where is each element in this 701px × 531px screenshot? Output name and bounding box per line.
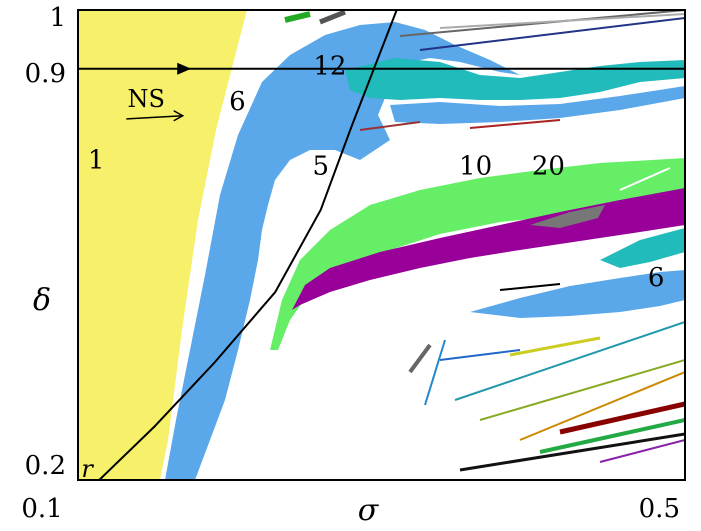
region-teal-wedge	[600, 228, 685, 268]
region-period-20	[530, 205, 605, 228]
region-labels: 1 6 12 5 10 20 6 NS r	[81, 52, 664, 483]
y-axis-label: δ	[33, 283, 51, 318]
ns-arrowhead	[173, 110, 185, 122]
region-label-6: 6	[648, 263, 665, 293]
x-axis-label: σ	[358, 493, 380, 528]
region-period-6-band	[390, 86, 685, 124]
region-label-12: 12	[313, 52, 346, 82]
region-period-6	[165, 22, 520, 480]
region-period-6-lower	[470, 270, 685, 318]
region-label-5: 5	[313, 152, 330, 182]
y-tick-label: 0.9	[25, 59, 66, 89]
ns-arrow	[126, 115, 183, 120]
plot-area	[78, 10, 685, 480]
region-label-6: 6	[229, 87, 246, 117]
arnold-tongues	[284, 10, 685, 472]
plot-frame	[77, 9, 686, 481]
ns-annotation: NS	[128, 85, 165, 113]
region-period-5	[270, 158, 685, 350]
region-period-1	[78, 10, 247, 480]
x-tick-label: 0.1	[21, 494, 62, 524]
x-tick-label: 0.5	[639, 494, 680, 524]
region-label-1: 1	[88, 146, 105, 176]
region-label-10: 10	[459, 152, 492, 182]
curve-r	[98, 10, 398, 480]
line-arrowhead	[177, 62, 192, 75]
y-tick-label: 1	[49, 3, 66, 33]
y-tick-label: 0.2	[25, 451, 66, 481]
curve-r-label: r	[81, 455, 94, 483]
region-label-20: 20	[532, 152, 565, 182]
